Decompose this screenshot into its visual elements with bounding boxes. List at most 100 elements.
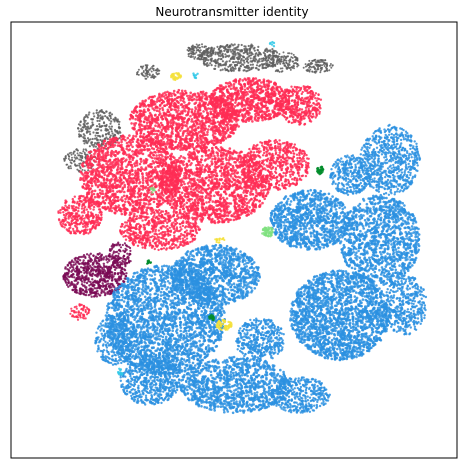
scatter-point — [298, 107, 301, 111]
scatter-point — [169, 155, 173, 158]
scatter-point — [133, 108, 136, 111]
scatter-point — [271, 65, 274, 68]
scatter-point — [210, 100, 214, 104]
scatter-point — [245, 97, 249, 101]
scatter-point — [142, 144, 145, 147]
scatter-point — [90, 181, 93, 185]
scatter-point — [181, 132, 185, 135]
scatter-point — [192, 124, 195, 128]
scatter-point — [250, 60, 254, 63]
scatter-point — [150, 171, 153, 174]
scatter-point — [237, 92, 241, 95]
scatter-point — [219, 55, 222, 58]
scatter-point — [155, 198, 159, 201]
scatter-point — [271, 48, 274, 51]
scatter-point — [114, 199, 118, 203]
scatter-point — [159, 121, 163, 125]
scatter-point — [136, 145, 139, 148]
scatter-point — [166, 108, 170, 112]
scatter-point — [174, 108, 178, 112]
scatter-point — [68, 155, 71, 158]
scatter-point — [95, 109, 98, 112]
scatter-point — [162, 127, 165, 130]
scatter-point — [204, 94, 208, 97]
scatter-point — [128, 213, 132, 217]
scatter-point — [167, 114, 171, 117]
scatter-point — [252, 77, 255, 81]
scatter-point — [321, 66, 324, 69]
scatter-point — [99, 114, 102, 117]
scatter-point — [219, 69, 222, 72]
scatter-point — [255, 67, 258, 70]
scatter-point — [234, 101, 237, 104]
scatter-point — [206, 62, 209, 65]
scatter-point — [113, 139, 116, 143]
scatter-point — [221, 68, 224, 71]
scatter-point — [195, 43, 198, 46]
scatter-point — [229, 87, 233, 91]
scatter-point — [115, 177, 118, 180]
scatter-point — [194, 101, 198, 105]
scatter-point — [219, 108, 223, 111]
scatter-point — [323, 65, 326, 67]
scatter-point — [308, 101, 312, 104]
scatter-point — [286, 116, 289, 120]
scatter-point — [156, 161, 159, 165]
scatter-point — [204, 137, 208, 140]
scatter-point — [83, 142, 86, 145]
scatter-point — [100, 175, 104, 179]
scatter-point — [113, 120, 116, 123]
scatter-point — [195, 47, 198, 50]
scatter-point — [195, 95, 199, 99]
scatter-point — [243, 69, 246, 72]
scatter-point — [251, 44, 254, 48]
scatter-point — [264, 48, 267, 51]
scatter-point — [141, 167, 144, 171]
scatter-point — [282, 56, 285, 59]
scatter-point — [187, 46, 190, 49]
scatter-point — [148, 111, 152, 115]
scatter-point — [142, 70, 145, 72]
scatter-point — [108, 142, 111, 146]
scatter-point — [83, 171, 87, 175]
scatter-point — [119, 178, 123, 182]
scatter-point — [174, 128, 178, 132]
scatter-point — [155, 71, 158, 74]
scatter-point — [90, 184, 94, 188]
scatter-point — [134, 114, 138, 117]
scatter-point — [172, 89, 176, 93]
scatter-point — [97, 152, 101, 156]
scatter-point — [246, 69, 249, 72]
scatter-point — [231, 98, 235, 102]
scatter-point — [219, 99, 222, 103]
scatter-point — [81, 126, 84, 129]
scatter-point — [207, 125, 211, 128]
scatter-point — [228, 60, 231, 63]
scatter-point — [295, 94, 298, 97]
scatter-point — [78, 164, 81, 167]
scatter-point — [81, 129, 84, 132]
scatter-point — [121, 171, 124, 174]
scatter-point — [139, 113, 142, 116]
scatter-point — [227, 48, 230, 52]
scatter-point — [67, 157, 70, 160]
scatter-point — [158, 170, 162, 173]
scatter-point — [237, 125, 240, 128]
scatter-point — [287, 55, 289, 58]
scatter-point — [87, 191, 91, 194]
scatter-point — [276, 114, 279, 118]
scatter-point — [233, 43, 236, 46]
scatter-point — [232, 212, 236, 215]
scatter-point — [165, 147, 168, 151]
scatter-point — [276, 89, 279, 92]
scatter-point — [266, 90, 269, 94]
scatter-point — [207, 64, 210, 67]
scatter-point — [288, 52, 291, 55]
scatter-point — [221, 64, 224, 67]
scatter-point — [108, 145, 112, 149]
scatter-point — [113, 174, 116, 177]
scatter-point — [262, 59, 265, 62]
scatter-point — [250, 67, 253, 70]
scatter-point — [98, 119, 101, 122]
scatter-point — [72, 160, 75, 163]
